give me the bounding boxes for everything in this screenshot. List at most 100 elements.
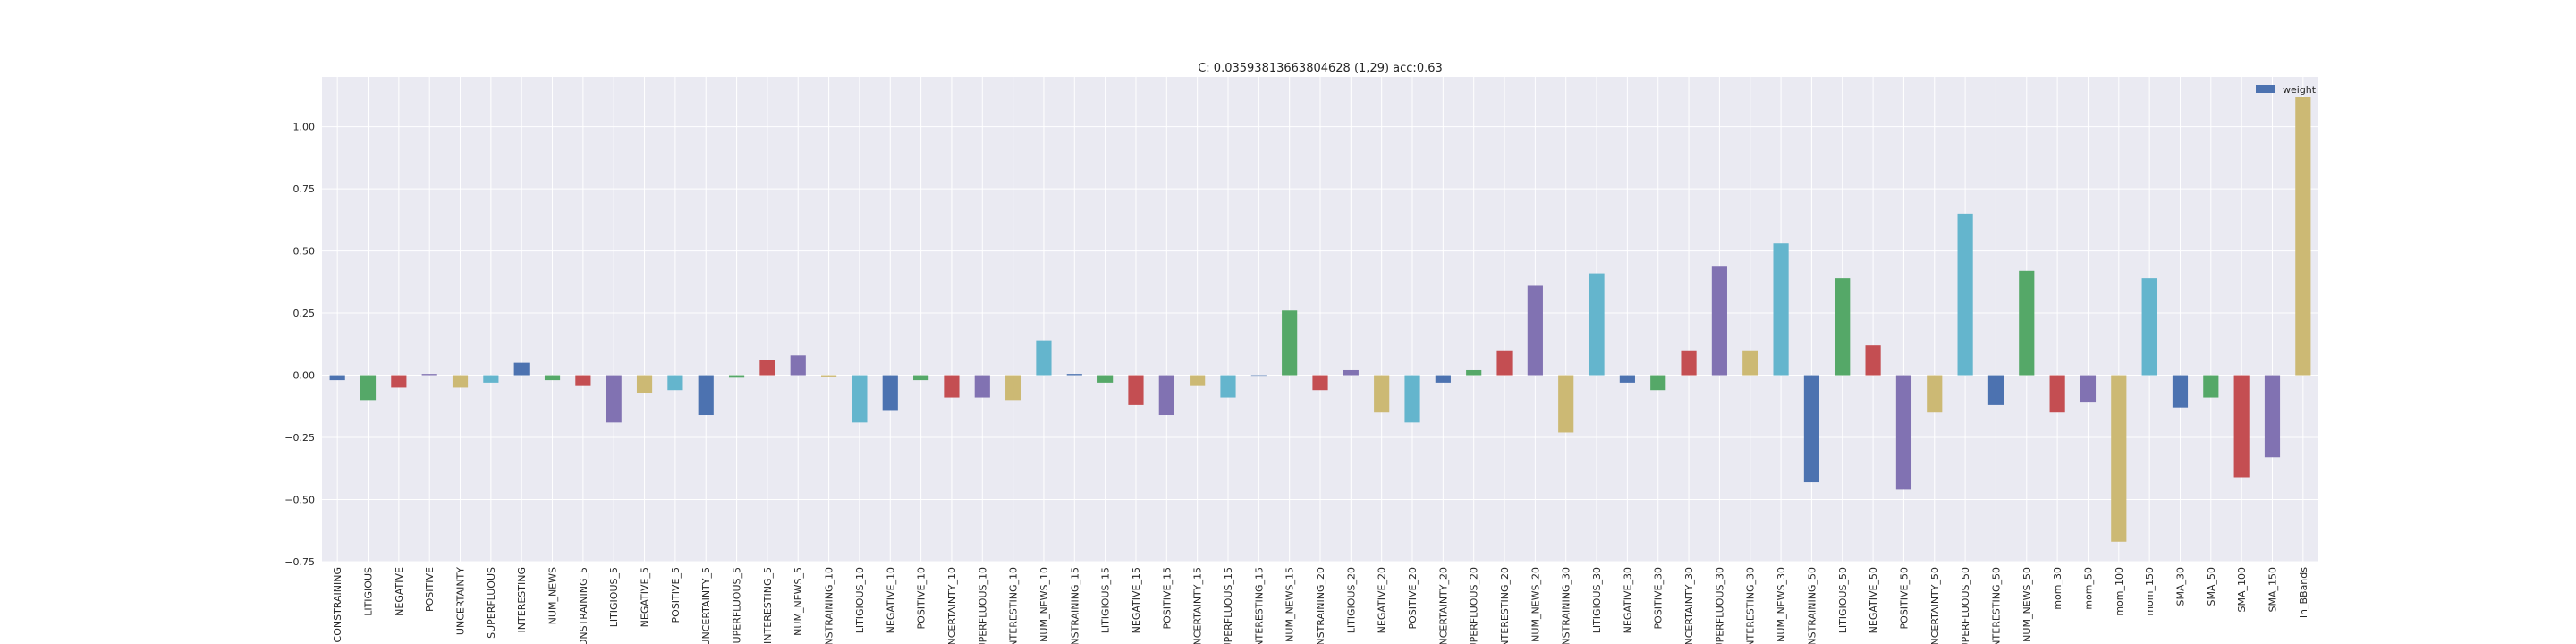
bar-superfluous-15 xyxy=(1220,375,1236,398)
x-tick-label: LITIGIOUS_30 xyxy=(1591,567,1603,633)
x-tick-label: mom_50 xyxy=(2082,567,2094,610)
bar-litigious-50 xyxy=(1835,278,1851,376)
x-tick-label: CONSTRAINING xyxy=(332,567,343,642)
x-tick-label: SUPERFLUOUS xyxy=(486,567,497,639)
x-tick-label: mom_150 xyxy=(2144,567,2156,616)
bar-negative-30 xyxy=(1619,375,1635,383)
bar-superfluous-20 xyxy=(1466,369,1482,376)
x-tick-label: CONSTRAINING_10 xyxy=(824,567,835,644)
legend-swatch xyxy=(2256,85,2275,93)
bar-negative-20 xyxy=(1374,375,1390,413)
x-tick-label: INTERESTING_15 xyxy=(1253,567,1265,644)
y-tick-label: 0.75 xyxy=(293,183,316,195)
bar-num-news-15 xyxy=(1282,310,1298,376)
bar-interesting-20 xyxy=(1496,350,1513,376)
x-tick-label: LITIGIOUS xyxy=(363,567,375,616)
grid-lines xyxy=(322,77,2318,563)
bar-positive-10 xyxy=(913,375,929,381)
x-tick-label: SUPERFLUOUS_15 xyxy=(1223,567,1234,644)
bar-litigious-10 xyxy=(852,375,868,423)
x-tick-label: POSITIVE_30 xyxy=(1653,567,1665,629)
x-tick-label: UNCERTAINTY_50 xyxy=(1929,567,1941,644)
bar-interesting-50 xyxy=(1987,375,2004,405)
x-tick-label: INTERESTING_30 xyxy=(1745,567,1757,644)
x-tick-label: SMA_30 xyxy=(2174,567,2186,606)
x-tick-label: SMA_100 xyxy=(2236,567,2248,613)
bar-mom-100 xyxy=(2111,375,2127,542)
bar-positive-30 xyxy=(1650,375,1666,391)
bar-sma-50 xyxy=(2203,375,2219,398)
bar-sma-100 xyxy=(2233,375,2250,478)
bar-uncertainty-50 xyxy=(1927,375,1943,413)
bar-negative-15 xyxy=(1128,375,1144,405)
bar-mom-30 xyxy=(2049,375,2065,413)
bar-litigious-20 xyxy=(1343,369,1359,376)
x-tick-label: INTERESTING_50 xyxy=(1990,567,2002,644)
bar-constraining xyxy=(329,375,345,381)
bar-num-news-10 xyxy=(1036,340,1052,376)
x-tick-label: POSITIVE xyxy=(424,567,436,612)
x-tick-label: NUM_NEWS_20 xyxy=(1530,567,1541,642)
x-tick-label: CONSTRAINING_5 xyxy=(578,567,589,644)
bar-positive-50 xyxy=(1895,375,1912,490)
x-tick-label: LITIGIOUS_20 xyxy=(1345,567,1357,633)
x-tick-label: POSITIVE_5 xyxy=(670,567,682,623)
x-tick-label: NEGATIVE_5 xyxy=(640,567,651,627)
bar-litigious-30 xyxy=(1589,273,1605,376)
bar-negative-50 xyxy=(1865,345,1881,376)
x-tick-label: in_BBands xyxy=(2298,567,2309,618)
bar-negative xyxy=(391,375,407,388)
x-tick-label: NEGATIVE_10 xyxy=(885,567,896,633)
x-tick-label: CONSTRAINING_20 xyxy=(1315,567,1326,644)
y-tick-label: 0.00 xyxy=(293,370,316,382)
x-tick-label: UNCERTAINTY_20 xyxy=(1437,567,1449,644)
bar-interesting-30 xyxy=(1742,350,1758,376)
y-tick-label: 0.25 xyxy=(293,308,316,319)
legend-label: weight xyxy=(2283,84,2317,96)
bar-constraining-10 xyxy=(821,375,837,377)
bar-interesting-10 xyxy=(1005,375,1021,401)
bar-positive-15 xyxy=(1158,375,1174,416)
x-tick-label: SUPERFLUOUS_20 xyxy=(1469,567,1480,644)
bar-mom-150 xyxy=(2141,278,2157,376)
x-tick-label: UNCERTAINTY_10 xyxy=(946,567,958,644)
y-tick-labels: −0.75 −0.50 −0.25 0.00 0.25 0.50 0.75 1.00 xyxy=(284,122,315,568)
bar-uncertainty-10 xyxy=(944,375,960,398)
bar-constraining-30 xyxy=(1558,375,1574,433)
bar-superfluous-10 xyxy=(974,375,990,398)
x-tick-label: NUM_NEWS_5 xyxy=(792,567,804,636)
x-tick-label: NUM_NEWS_50 xyxy=(2021,567,2033,642)
x-tick-label: NEGATIVE xyxy=(394,567,405,616)
x-tick-label: SUPERFLUOUS_5 xyxy=(732,567,743,644)
x-tick-label: INTERESTING xyxy=(516,567,528,632)
x-tick-label: CONSTRAINING_50 xyxy=(1806,567,1818,644)
bar-interesting xyxy=(513,362,530,376)
x-tick-label: CONSTRAINING_15 xyxy=(1069,567,1080,644)
bar-litigious-5 xyxy=(606,375,622,423)
bar-num-news-50 xyxy=(2019,270,2035,376)
x-tick-label: NEGATIVE_30 xyxy=(1622,567,1633,633)
bar-negative-5 xyxy=(636,375,653,393)
bar-positive xyxy=(421,374,437,376)
x-tick-label: POSITIVE_10 xyxy=(916,567,928,629)
bar-superfluous xyxy=(483,375,499,383)
bar-superfluous-30 xyxy=(1711,266,1727,376)
bar-num-news xyxy=(544,375,561,381)
bar-interesting-5 xyxy=(759,360,775,376)
x-tick-label: NEGATIVE_20 xyxy=(1377,567,1388,633)
x-tick-label: INTERESTING_10 xyxy=(1008,567,1020,644)
bar-num-news-5 xyxy=(790,355,806,376)
bar-superfluous-50 xyxy=(1957,213,1973,376)
bar-mom-50 xyxy=(2080,375,2097,403)
x-tick-label: SMA_50 xyxy=(2206,567,2217,606)
x-tick-label: NUM_NEWS_30 xyxy=(1775,567,1787,642)
x-tick-label: NUM_NEWS_15 xyxy=(1284,567,1296,642)
bar-litigious-15 xyxy=(1097,375,1114,383)
bars xyxy=(329,97,2311,542)
x-tick-label: NEGATIVE_15 xyxy=(1131,567,1142,633)
x-tick-label: LITIGIOUS_10 xyxy=(854,567,866,633)
x-tick-label: LITIGIOUS_15 xyxy=(1100,567,1112,633)
y-tick-label: −0.25 xyxy=(284,432,315,444)
x-tick-label: SUPERFLUOUS_10 xyxy=(977,567,988,644)
x-tick-label: SUPERFLUOUS_50 xyxy=(1960,567,1971,644)
